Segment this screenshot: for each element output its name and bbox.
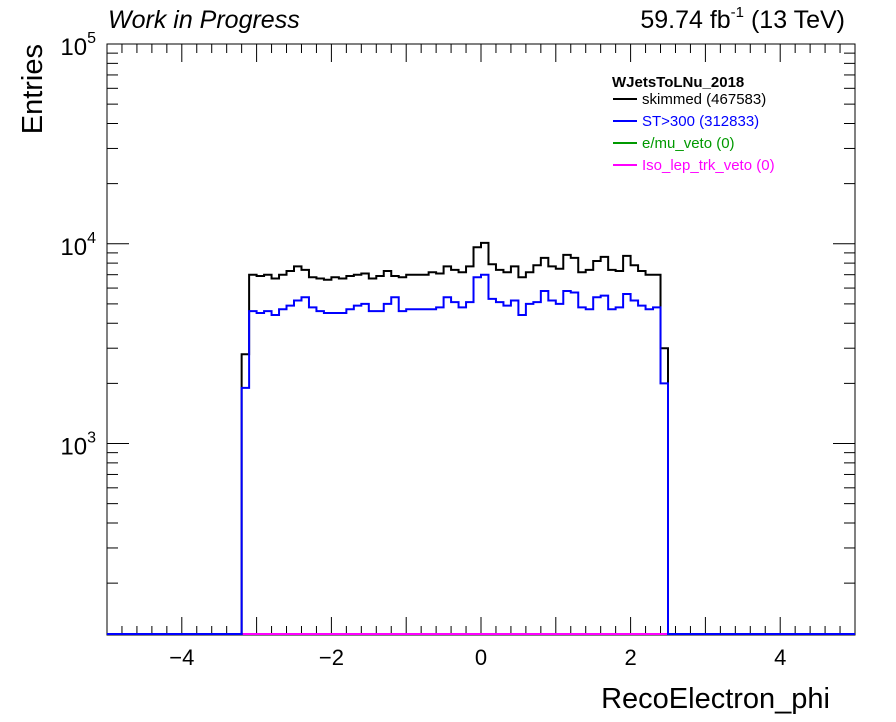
plot-frame xyxy=(106,43,856,636)
legend: WJetsToLNu_2018 skimmed (467583) ST>300 (… xyxy=(612,74,775,174)
legend-label: skimmed (467583) xyxy=(642,91,766,108)
series-line-skimmed xyxy=(107,241,855,635)
y-axis-title: Entries xyxy=(17,44,49,134)
series-line-st-300 xyxy=(107,273,855,635)
work-in-progress-label: Work in Progress xyxy=(108,6,300,34)
legend-label: e/mu_veto (0) xyxy=(642,135,735,152)
y-tick-label: 105 xyxy=(60,30,96,61)
x-tick-label: 2 xyxy=(624,645,636,670)
legend-label: Iso_lep_trk_veto (0) xyxy=(642,157,775,174)
x-tick-label: 4 xyxy=(774,645,786,670)
legend-title: WJetsToLNu_2018 xyxy=(612,74,744,91)
x-tick-label: −2 xyxy=(319,645,344,670)
x-axis-title: RecoElectron_phi xyxy=(601,683,830,715)
x-axis: −4 −2 0 2 4 xyxy=(106,44,856,670)
legend-label: ST>300 (312833) xyxy=(642,113,759,130)
x-tick-label: 0 xyxy=(475,645,487,670)
x-tick-label: −4 xyxy=(169,645,194,670)
series-layer xyxy=(107,241,855,635)
y-axis: 103 104 105 xyxy=(60,30,855,584)
y-tick-label: 104 xyxy=(60,230,96,261)
y-tick-label: 103 xyxy=(60,430,96,461)
luminosity-label: 59.74 fb-1 (13 TeV) xyxy=(640,4,845,34)
